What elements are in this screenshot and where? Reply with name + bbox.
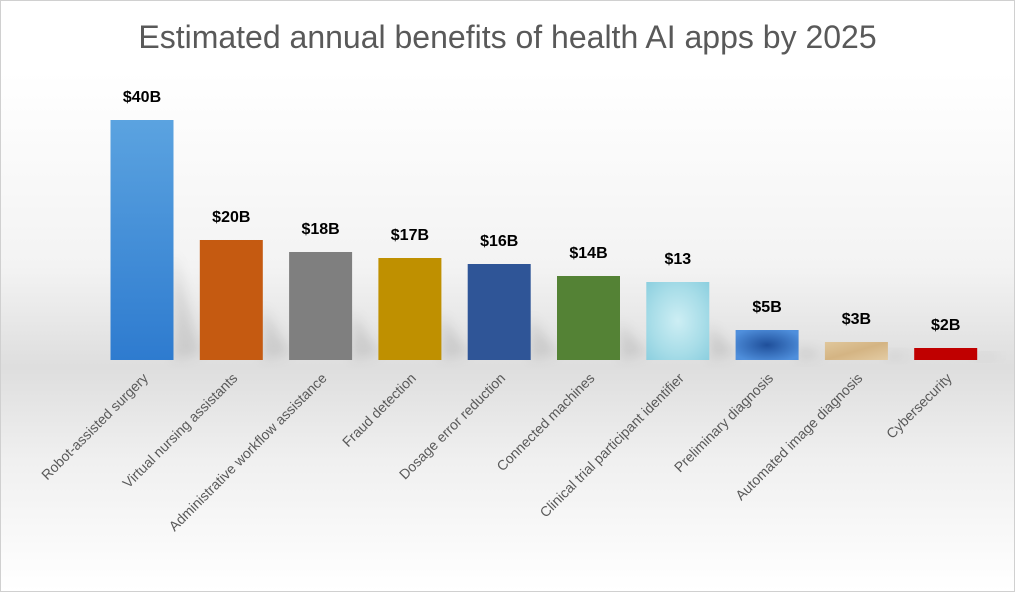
bar-shadows [173,252,1006,360]
bar [110,120,174,360]
data-label: $5B [752,299,781,316]
tick-label: Clinical trial participant identifier [536,370,687,521]
tick-label: Connected machines [493,370,597,474]
data-label: $16B [480,233,518,250]
bar [557,276,620,360]
data-label: $17B [391,227,429,244]
data-label: $20B [212,209,250,226]
bar-shadow [620,322,648,360]
data-label: $2B [931,317,960,334]
tick-label: Cybersecurity [883,370,955,442]
bar [467,264,531,360]
data-label: $40B [123,89,161,106]
data-label: $13 [664,251,691,268]
bar-shadow [352,311,381,360]
bar-shadow [262,306,291,360]
bars-group [110,120,978,360]
bar [824,342,888,360]
data-label: $18B [301,221,339,238]
bar-shadow [798,346,827,360]
bar-shadow [530,316,559,360]
bar-shadow [709,324,738,360]
bar [914,348,978,360]
chart-title: Estimated annual benefits of health AI a… [138,19,877,55]
bar [199,240,263,360]
value-labels-group: $40B $20B $18B $17B $16B $14B $13 $5B $3B $2B [123,89,961,334]
data-label: $14B [569,245,607,262]
tick-label: Preliminary diagnosis [671,370,776,475]
data-label: $3B [842,311,871,328]
bar-shadow [887,351,916,360]
bar-shadow [173,252,202,360]
bar [289,252,353,360]
bar-shadow [977,354,1006,360]
bar [646,282,710,360]
bar [378,258,442,360]
bar [735,330,799,360]
tick-label: Administrative workflow assistance [165,370,329,534]
bar-shadow [441,314,470,360]
tick-label: Fraud detection [339,370,419,450]
